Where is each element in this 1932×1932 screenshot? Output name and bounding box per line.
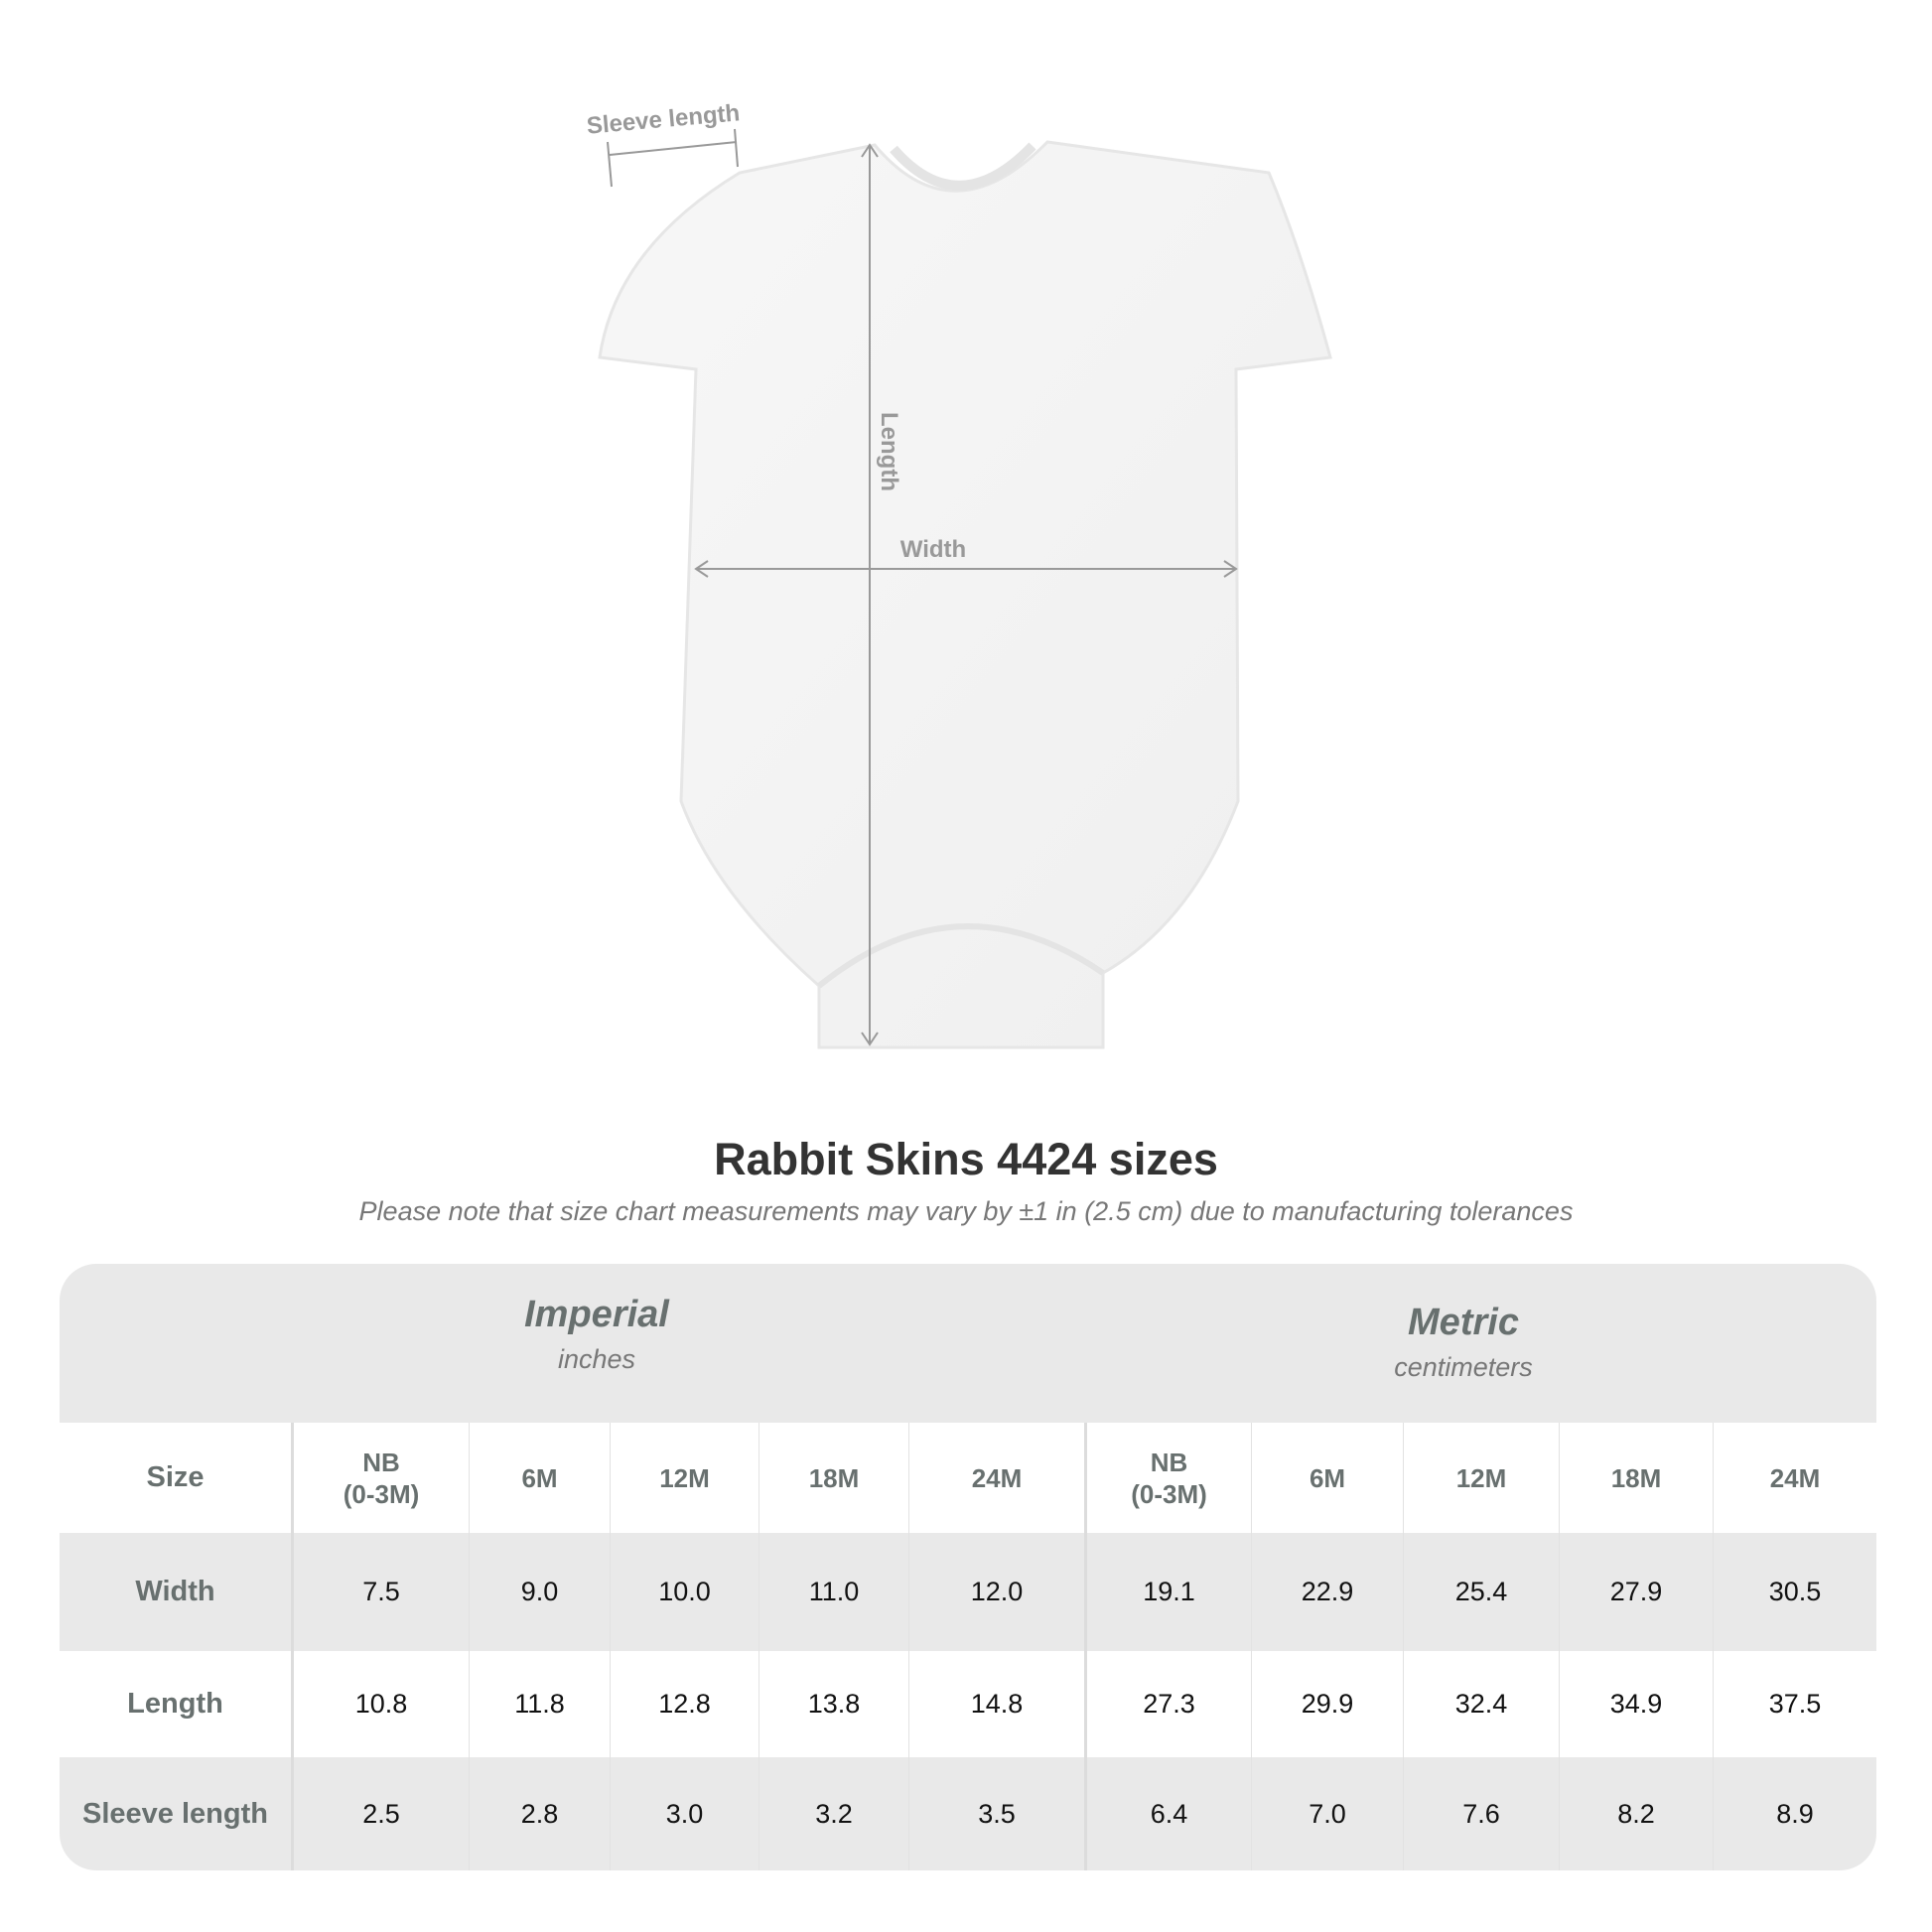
table-cell: 27.9 — [1559, 1533, 1713, 1651]
size-column-header: NB (0-3M) — [291, 1423, 469, 1533]
size-column-header: 12M — [610, 1423, 759, 1533]
table-cell: 29.9 — [1251, 1651, 1403, 1757]
size-header-row: Size NB (0-3M) 6M 12M 18M 24M NB (0-3M) 6M 12M 18… — [60, 1423, 1876, 1533]
table-cell: 30.5 — [1713, 1533, 1876, 1651]
table-cell: 7.6 — [1403, 1757, 1559, 1870]
size-column-header: 12M — [1403, 1423, 1559, 1533]
sleeve-tick-left — [607, 141, 613, 188]
table-cell: 2.5 — [291, 1757, 469, 1870]
table-cell: 3.2 — [759, 1757, 908, 1870]
size-column-header: 18M — [1559, 1423, 1713, 1533]
size-column-header: 24M — [908, 1423, 1084, 1533]
table-cell: 32.4 — [1403, 1651, 1559, 1757]
onesie-diagram: Sleeve length Length Width — [586, 99, 1332, 1049]
unit-header: Imperial inches Metric centimeters — [60, 1264, 1876, 1423]
imperial-unit: inches — [557, 1344, 636, 1374]
table-cell: 14.8 — [908, 1651, 1084, 1757]
table-row: Width 7.5 9.0 10.0 11.0 12.0 19.1 22.9 25.4 27.9 3… — [60, 1533, 1876, 1651]
metric-title: Metric — [1408, 1302, 1519, 1343]
row-label: Sleeve length — [82, 1797, 268, 1830]
table-cell: 13.8 — [759, 1651, 908, 1757]
table-cell: 11.8 — [469, 1651, 610, 1757]
size-column-header: NB (0-3M) — [1084, 1423, 1251, 1533]
metric-header: Metric centimeters — [1215, 1302, 1712, 1383]
table-cell: 12.0 — [908, 1533, 1084, 1651]
imperial-header: Imperial inches — [348, 1294, 845, 1375]
table-cell: 22.9 — [1251, 1533, 1403, 1651]
table-cell: 10.0 — [610, 1533, 759, 1651]
width-label: Width — [900, 536, 966, 563]
neckline — [890, 142, 1036, 191]
sleeve-tick-right — [734, 128, 739, 168]
table-cell: 3.5 — [908, 1757, 1084, 1870]
table-cell: 3.0 — [610, 1757, 759, 1870]
leg-opening — [817, 923, 1105, 989]
row-label: Length — [127, 1688, 223, 1720]
table-cell: 11.0 — [759, 1533, 908, 1651]
table-cell: 7.0 — [1251, 1757, 1403, 1870]
row-label: Width — [135, 1576, 215, 1607]
size-column-header: 24M — [1713, 1423, 1876, 1533]
length-arrow-head-bottom — [861, 1032, 879, 1046]
table-cell: 7.5 — [291, 1533, 469, 1651]
table-row: Sleeve length 2.5 2.8 3.0 3.2 3.5 6.4 7.0 7.6 8.2… — [60, 1757, 1876, 1870]
sleeve-arrow — [609, 141, 738, 156]
onesie-shape — [598, 140, 1332, 1049]
chart-title: Rabbit Skins 4424 sizes — [714, 1134, 1218, 1184]
size-column-header: 18M — [759, 1423, 908, 1533]
table-cell: 9.0 — [469, 1533, 610, 1651]
width-arrow-head-left — [694, 560, 709, 578]
table-cell: 19.1 — [1084, 1533, 1251, 1651]
imperial-title: Imperial — [524, 1294, 669, 1335]
table-cell: 25.4 — [1403, 1533, 1559, 1651]
table-cell: 37.5 — [1713, 1651, 1876, 1757]
table-cell: 34.9 — [1559, 1651, 1713, 1757]
table-cell: 12.8 — [610, 1651, 759, 1757]
table-cell: 2.8 — [469, 1757, 610, 1870]
table-cell: 8.2 — [1559, 1757, 1713, 1870]
length-label: Length — [876, 412, 902, 491]
length-arrow-head-top — [861, 143, 879, 158]
size-column-header: 6M — [1251, 1423, 1403, 1533]
table-cell: 10.8 — [291, 1651, 469, 1757]
table-cell: 6.4 — [1084, 1757, 1251, 1870]
tolerance-note: Please note that size chart measurements… — [358, 1196, 1574, 1226]
table-cell: 27.3 — [1084, 1651, 1251, 1757]
size-column-header: 6M — [469, 1423, 610, 1533]
metric-unit: centimeters — [1394, 1352, 1533, 1382]
width-arrow-head-right — [1223, 560, 1238, 578]
table-row: Length 10.8 11.8 12.8 13.8 14.8 27.3 29.9 32.4 34… — [60, 1651, 1876, 1757]
table-cell: 8.9 — [1713, 1757, 1876, 1870]
size-table: Imperial inches Metric centimeters Size N… — [60, 1264, 1876, 1870]
size-label: Size — [146, 1461, 205, 1493]
sleeve-length-label: Sleeve length — [586, 99, 741, 139]
